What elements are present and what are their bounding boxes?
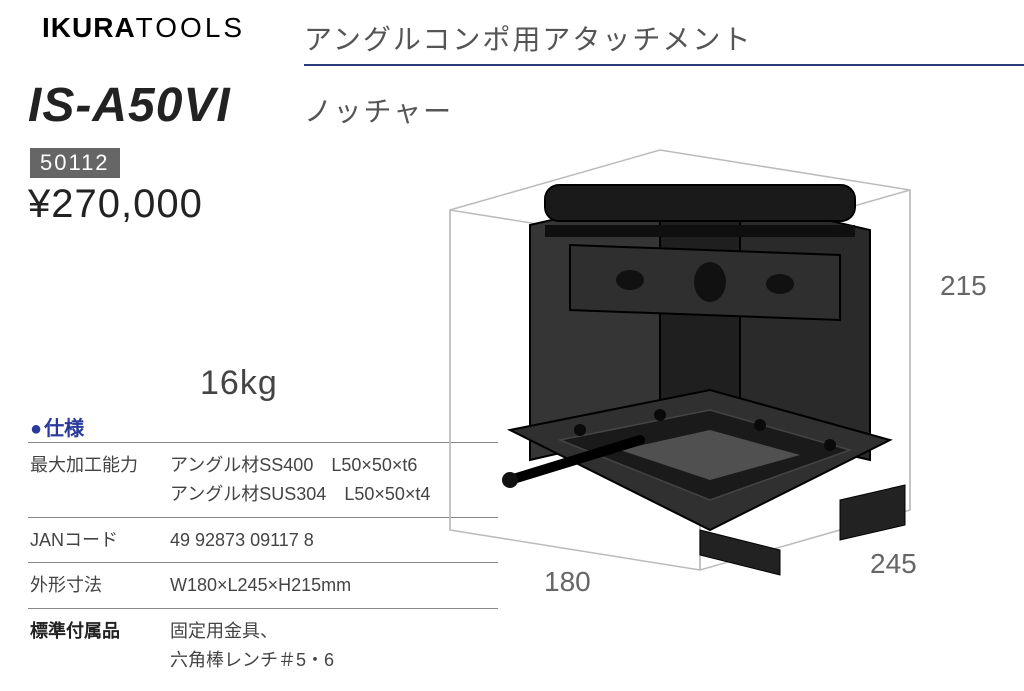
spec-label: 標準付属品: [28, 609, 168, 689]
dimension-length: 245: [870, 548, 917, 580]
spec-value: 固定用金具、六角棒レンチ＃5・6: [168, 609, 498, 689]
spec-label: 外形寸法: [28, 563, 168, 609]
product-illustration: [360, 130, 1000, 600]
weight-text: 16kg: [200, 364, 278, 403]
dimension-height: 215: [940, 270, 987, 302]
dimension-width: 180: [544, 566, 591, 598]
divider-line: [304, 64, 1024, 66]
spec-label: 最大加工能力: [28, 443, 168, 518]
product-code-badge: 50112: [30, 148, 120, 178]
brand-part2: TOOLS: [136, 12, 245, 43]
model-number: IS-A50VI: [28, 78, 231, 133]
category-title: アングルコンポ用アタッチメント: [304, 18, 752, 58]
spec-header: 仕様: [30, 412, 84, 441]
brand-part1: IKURA: [42, 12, 136, 43]
spec-label: JANコード: [28, 517, 168, 563]
price-text: ¥270,000: [28, 182, 203, 227]
brand-logo: IKURATOOLS: [42, 12, 245, 44]
spec-row: 標準付属品固定用金具、六角棒レンチ＃5・6: [28, 609, 498, 689]
subtype-label: ノッチャー: [304, 90, 453, 130]
